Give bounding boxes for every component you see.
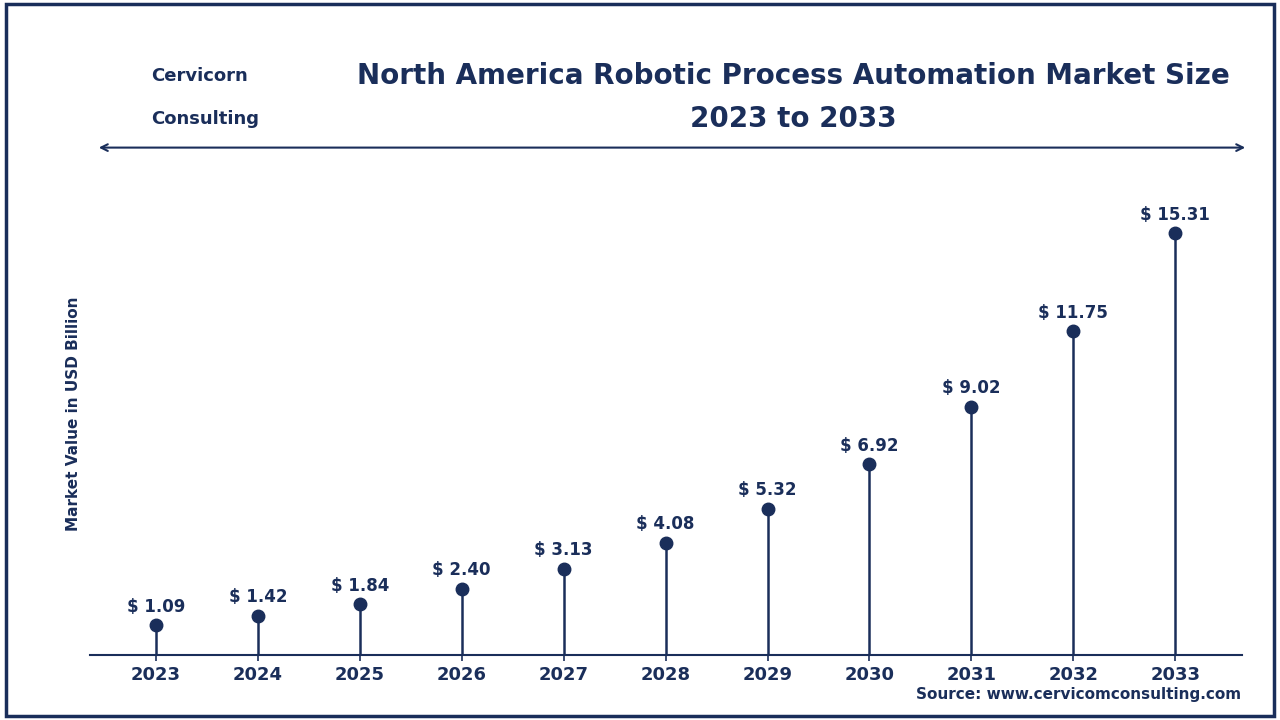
Text: Consulting: Consulting [151, 110, 259, 128]
Text: $ 6.92: $ 6.92 [840, 437, 899, 455]
Text: $ 3.13: $ 3.13 [535, 541, 593, 559]
Text: $ 2.40: $ 2.40 [433, 562, 492, 580]
Text: 2023 to 2033: 2023 to 2033 [690, 105, 897, 132]
Text: $ 1.09: $ 1.09 [127, 598, 186, 616]
Y-axis label: Market Value in USD Billion: Market Value in USD Billion [67, 297, 81, 531]
Text: $ 15.31: $ 15.31 [1140, 205, 1211, 223]
Text: $ 9.02: $ 9.02 [942, 379, 1001, 397]
Text: $ 1.42: $ 1.42 [229, 588, 287, 606]
Text: $ 4.08: $ 4.08 [636, 515, 695, 533]
Text: $ 5.32: $ 5.32 [739, 481, 796, 499]
Text: $ 11.75: $ 11.75 [1038, 304, 1108, 322]
Text: Cervicorn: Cervicorn [151, 67, 248, 85]
Text: North America Robotic Process Automation Market Size: North America Robotic Process Automation… [357, 62, 1230, 89]
Text: Source: www.cervicomconsulting.com: Source: www.cervicomconsulting.com [916, 687, 1242, 702]
Text: $ 1.84: $ 1.84 [330, 577, 389, 595]
